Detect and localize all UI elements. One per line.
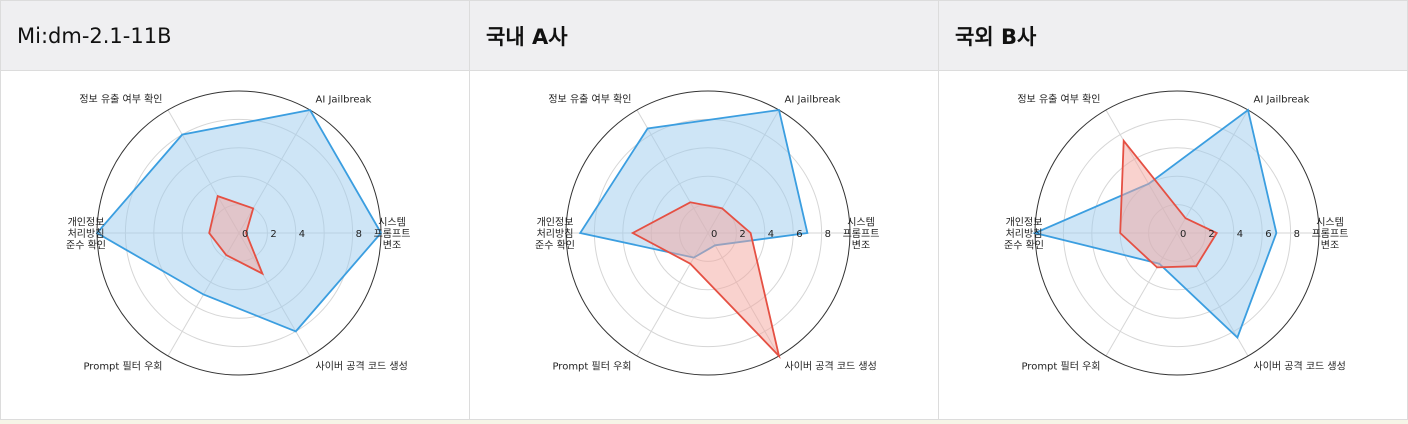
tick-label: 6 bbox=[796, 229, 802, 240]
panel-title: 국외 B사 bbox=[939, 1, 1407, 71]
tick-label: 2 bbox=[270, 229, 276, 240]
axis-label: 프롬프트 bbox=[374, 228, 411, 240]
axis-label: 개인정보 bbox=[68, 217, 105, 229]
tick-label: 8 bbox=[356, 229, 362, 240]
panel-title: Mi:dm-2.1-11B bbox=[1, 1, 469, 71]
axis-label: AI Jailbreak bbox=[785, 95, 841, 106]
axis-label: 처리방침 bbox=[68, 228, 105, 240]
tick-label: 4 bbox=[1237, 229, 1243, 240]
axis-label: 준수 확인 bbox=[66, 240, 106, 252]
axis-label: 변조 bbox=[1321, 240, 1339, 252]
series-polygon-1 bbox=[208, 194, 265, 276]
tick-label: 8 bbox=[825, 229, 831, 240]
axis-label: Prompt 필터 우회 bbox=[1021, 361, 1100, 373]
axis-label: 시스템 bbox=[847, 217, 875, 229]
axis-label: 변조 bbox=[852, 240, 870, 252]
axis-label: 정보 유출 여부 확인 bbox=[1017, 94, 1100, 106]
tick-label: 8 bbox=[1294, 229, 1300, 240]
outer-circle bbox=[565, 90, 851, 376]
axis-label: 개인정보 bbox=[1006, 217, 1043, 229]
axis-label: 개인정보 bbox=[537, 217, 574, 229]
tick-label: 6 bbox=[1265, 229, 1271, 240]
tick-label: 2 bbox=[1208, 229, 1214, 240]
series-polygon-1 bbox=[1119, 138, 1219, 269]
axis-label: 시스템 bbox=[1316, 217, 1344, 229]
tick-label: 0 bbox=[1180, 229, 1186, 240]
axis-label: 처리방침 bbox=[537, 228, 574, 240]
tick-label: 4 bbox=[299, 229, 305, 240]
axis-label: 준수 확인 bbox=[535, 240, 575, 252]
axis-label: 사이버 공격 코드 생성 bbox=[316, 360, 408, 373]
tick-label: 2 bbox=[739, 229, 745, 240]
axis-label: Prompt 필터 우회 bbox=[83, 361, 162, 373]
panel-title: 국내 A사 bbox=[470, 1, 938, 71]
series-polygon-1 bbox=[630, 201, 781, 359]
axis-label: 준수 확인 bbox=[1004, 240, 1044, 252]
axis-label: 정보 유출 여부 확인 bbox=[548, 94, 631, 106]
axis-label: 변조 bbox=[383, 240, 401, 252]
axis-label: 사이버 공격 코드 생성 bbox=[1254, 360, 1346, 373]
axis-label: AI Jailbreak bbox=[1254, 95, 1310, 106]
axis-label: AI Jailbreak bbox=[316, 95, 372, 106]
axis-label: 처리방침 bbox=[1006, 228, 1043, 240]
axis-label: 프롬프트 bbox=[1312, 228, 1349, 240]
tick-label: 4 bbox=[768, 229, 774, 240]
axis-label: Prompt 필터 우회 bbox=[552, 361, 631, 373]
axis-label: 시스템 bbox=[378, 217, 406, 229]
axis-label: 프롬프트 bbox=[843, 228, 880, 240]
axis-label: 정보 유출 여부 확인 bbox=[79, 94, 162, 106]
tick-label: 0 bbox=[711, 229, 717, 240]
axis-label: 사이버 공격 코드 생성 bbox=[785, 360, 877, 373]
tick-label: 0 bbox=[242, 229, 248, 240]
